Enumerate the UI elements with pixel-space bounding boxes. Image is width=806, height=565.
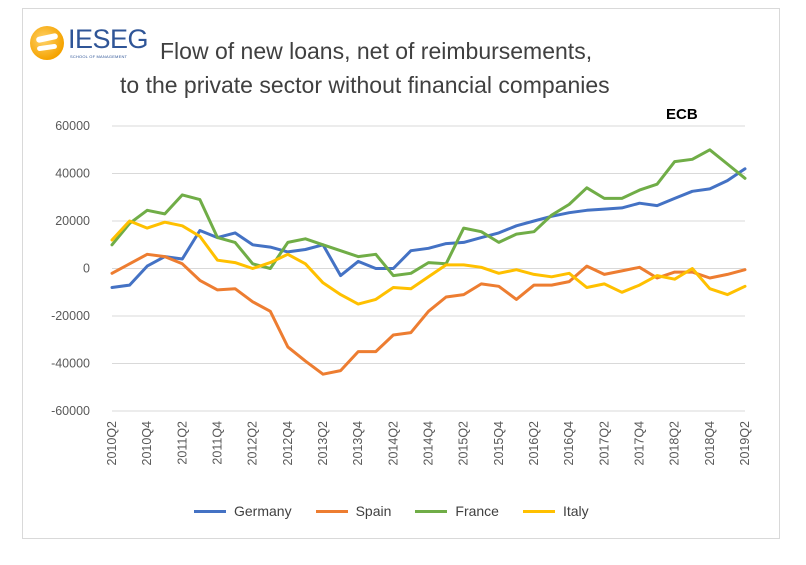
x-tick-label: 2017Q2 (597, 421, 611, 466)
legend-label: Italy (562, 503, 589, 519)
legend-item-italy: Italy (522, 503, 589, 519)
legend: Germany Spain France Italy (194, 502, 613, 520)
y-tick-label: -20000 (51, 309, 90, 323)
legend-item-spain: Spain (315, 503, 392, 519)
legend-swatch (522, 509, 555, 513)
y-tick-label: -40000 (51, 357, 90, 371)
x-tick-label: 2015Q2 (457, 421, 471, 466)
legend-label: France (455, 503, 499, 519)
legend-swatch (415, 509, 448, 513)
logo-text: IESEG (68, 24, 149, 54)
x-tick-label: 2018Q2 (668, 421, 682, 466)
x-tick-label: 2018Q4 (703, 421, 717, 466)
x-tick-label: 2016Q2 (527, 421, 541, 466)
x-tick-label: 2013Q4 (351, 421, 365, 466)
ieseg-logo-mark (30, 26, 64, 60)
y-tick-label: 20000 (55, 214, 90, 228)
x-tick-label: 2010Q4 (140, 421, 154, 466)
x-tick-label: 2014Q2 (386, 421, 400, 466)
y-tick-label: 0 (83, 262, 90, 276)
series-line-france (110, 148, 747, 278)
x-tick-label: 2012Q2 (246, 421, 260, 466)
series-line-italy (110, 219, 747, 306)
legend-label: Spain (355, 503, 392, 519)
logo-subtitle: SCHOOL OF MANAGEMENT (70, 54, 128, 59)
series-line-spain (110, 252, 747, 376)
x-tick-label: 2017Q4 (633, 421, 647, 466)
ieseg-logo: IESEG SCHOOL OF MANAGEMENT (30, 24, 150, 60)
x-tick-label: 2011Q2 (175, 421, 189, 465)
x-tick-label: 2014Q4 (422, 421, 436, 466)
x-tick-label: 2012Q4 (281, 421, 295, 466)
legend-swatch (315, 509, 348, 513)
series-lines (110, 148, 747, 376)
y-tick-label: 40000 (55, 167, 90, 181)
legend-swatch (194, 509, 226, 513)
legend-item-france: France (415, 503, 499, 519)
x-tick-label: 2015Q4 (492, 421, 506, 466)
x-tick-label: 2013Q2 (316, 421, 330, 466)
legend-item-germany: Germany (194, 503, 292, 519)
chart-title-line1: Flow of new loans, net of reimbursements… (160, 38, 593, 64)
source-badge: ECB (666, 106, 698, 123)
chart-title-line2: to the private sector without financial … (120, 72, 610, 98)
y-axis: 60000 40000 20000 0 -20000 -40000 -60000 (51, 119, 90, 418)
y-tick-label: 60000 (55, 119, 90, 133)
x-tick-label: 2010Q2 (105, 421, 119, 466)
gridlines (112, 125, 745, 412)
x-axis: 2010Q2 2010Q4 2011Q2 2011Q4 2012Q2 2012Q4 2013… (105, 421, 752, 466)
legend-label: Germany (234, 503, 292, 519)
x-tick-label: 2016Q4 (562, 421, 576, 466)
y-tick-label: -60000 (51, 404, 90, 418)
x-tick-label: 2011Q4 (211, 421, 225, 465)
x-tick-label: 2019Q2 (738, 421, 752, 466)
